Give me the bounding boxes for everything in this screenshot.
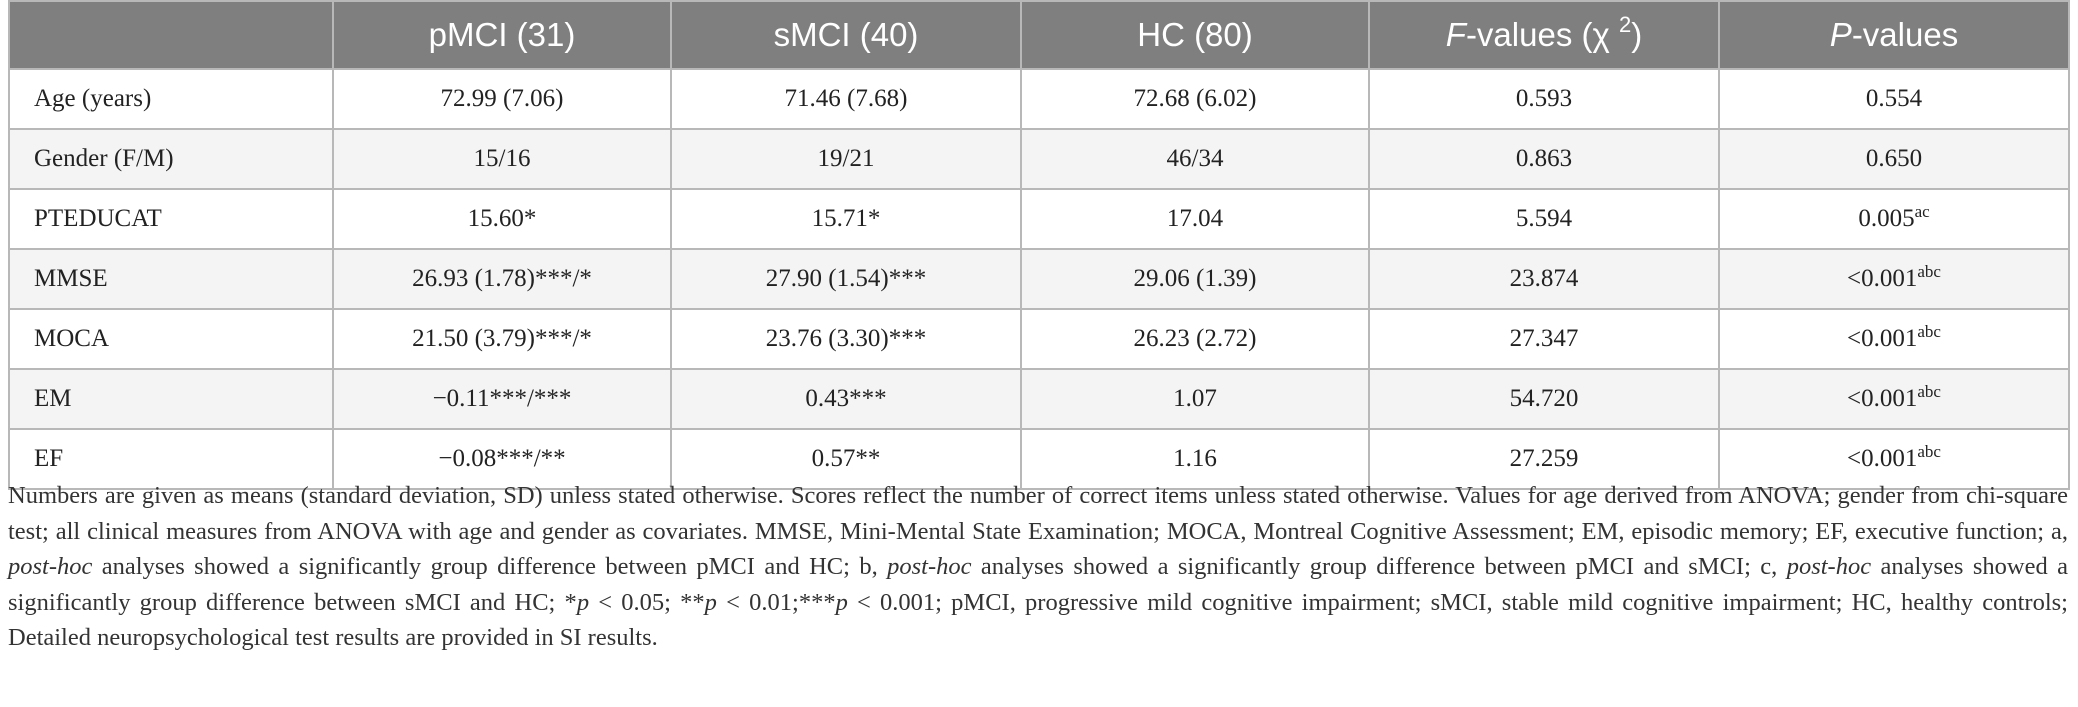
table-row: Age (years) 72.99 (7.06) 71.46 (7.68) 72.68… (8, 68, 2070, 130)
row-label: MMSE (8, 248, 334, 310)
footnote-italic-text: post-hoc (1786, 553, 1872, 580)
table-footnote: Numbers are given as means (standard dev… (8, 478, 2068, 656)
cell-pmci: −0.08***/** (332, 428, 672, 490)
header-p-values: P-values (1718, 0, 2070, 70)
footnote-italic-text: p (835, 588, 848, 616)
table-row: MOCA 21.50 (3.79)***/* 23.76 (3.30)*** 26.2… (8, 308, 2070, 370)
header-pmci: pMCI (31) (332, 0, 672, 70)
cell-p: <0.001abc (1718, 428, 2070, 490)
cell-f: 0.593 (1368, 68, 1720, 130)
header-smci: sMCI (40) (670, 0, 1022, 70)
cell-smci: 15.71* (670, 188, 1022, 250)
footnote-italic-text: p (576, 588, 590, 616)
footnote-italic-text: p (704, 588, 717, 616)
cell-pmci: 15/16 (332, 128, 672, 190)
footnote-italic-text: post-hoc (887, 553, 972, 580)
cell-f: 23.874 (1368, 248, 1720, 310)
cell-smci: 27.90 (1.54)*** (670, 248, 1022, 310)
footnote-italic-text: post-hoc (8, 553, 93, 580)
cell-f: 54.720 (1368, 368, 1720, 430)
cell-pmci: 72.99 (7.06) (332, 68, 672, 130)
cell-p: <0.001abc (1718, 368, 2070, 430)
header-blank (8, 0, 334, 70)
footnote-text: < 0.001; pMCI, progressive mild cognitiv… (8, 588, 2068, 652)
cell-smci: 71.46 (7.68) (670, 68, 1022, 130)
header-f-values: F-values (χ 2) (1368, 0, 1720, 70)
row-label: Age (years) (8, 68, 334, 130)
table-row: EM −0.11***/*** 0.43*** 1.07 54.720 <0.001abc (8, 368, 2070, 430)
significance-superscript: abc (1917, 442, 1941, 461)
footnote-text: Numbers are given as means (standard dev… (8, 482, 2068, 545)
row-label: Gender (F/M) (8, 128, 334, 190)
cell-hc: 26.23 (2.72) (1020, 308, 1370, 370)
table-row: Gender (F/M) 15/16 19/21 46/34 0.863 0.650 (8, 128, 2070, 190)
cell-p: <0.001abc (1718, 248, 2070, 310)
cell-f: 27.259 (1368, 428, 1720, 490)
significance-superscript: abc (1917, 322, 1941, 341)
cell-hc: 29.06 (1.39) (1020, 248, 1370, 310)
cell-hc: 1.16 (1020, 428, 1370, 490)
footnote-text: < 0.01;*** (716, 588, 836, 616)
cell-pmci: 15.60* (332, 188, 672, 250)
footnote-text: analyses showed a significantly group di… (8, 553, 2068, 616)
significance-superscript: ac (1914, 202, 1930, 221)
cell-pmci: 21.50 (3.79)***/* (332, 308, 672, 370)
significance-superscript: abc (1917, 262, 1941, 281)
row-label: EM (8, 368, 334, 430)
cell-f: 5.594 (1368, 188, 1720, 250)
header-hc: HC (80) (1020, 0, 1370, 70)
cell-pmci: −0.11***/*** (332, 368, 672, 430)
footnote-text: analyses showed a significantly group di… (971, 553, 1787, 580)
cell-p: 0.005ac (1718, 188, 2070, 250)
cell-smci: 0.57** (670, 428, 1022, 490)
table-row: PTEDUCAT 15.60* 15.71* 17.04 5.594 0.005ac (8, 188, 2070, 250)
cell-smci: 0.43*** (670, 368, 1022, 430)
cell-p: <0.001abc (1718, 308, 2070, 370)
demographics-table: pMCI (31) sMCI (40) HC (80) F-values (χ … (8, 0, 2070, 490)
footnote-text: analyses showed a significantly group di… (92, 553, 888, 580)
significance-superscript: abc (1917, 382, 1941, 401)
cell-p: 0.554 (1718, 68, 2070, 130)
cell-smci: 19/21 (670, 128, 1022, 190)
cell-f: 27.347 (1368, 308, 1720, 370)
cell-hc: 17.04 (1020, 188, 1370, 250)
table-container: pMCI (31) sMCI (40) HC (80) F-values (χ … (8, 0, 2070, 490)
table-row: MMSE 26.93 (1.78)***/* 27.90 (1.54)*** 29.0… (8, 248, 2070, 310)
cell-hc: 46/34 (1020, 128, 1370, 190)
cell-pmci: 26.93 (1.78)***/* (332, 248, 672, 310)
footnote-text: < 0.05; ** (589, 588, 705, 616)
row-label: MOCA (8, 308, 334, 370)
cell-hc: 72.68 (6.02) (1020, 68, 1370, 130)
header-row: pMCI (31) sMCI (40) HC (80) F-values (χ … (8, 0, 2070, 70)
table-row: EF −0.08***/** 0.57** 1.16 27.259 <0.001abc (8, 428, 2070, 490)
row-label: EF (8, 428, 334, 490)
row-label: PTEDUCAT (8, 188, 334, 250)
cell-f: 0.863 (1368, 128, 1720, 190)
cell-smci: 23.76 (3.30)*** (670, 308, 1022, 370)
cell-p: 0.650 (1718, 128, 2070, 190)
cell-hc: 1.07 (1020, 368, 1370, 430)
